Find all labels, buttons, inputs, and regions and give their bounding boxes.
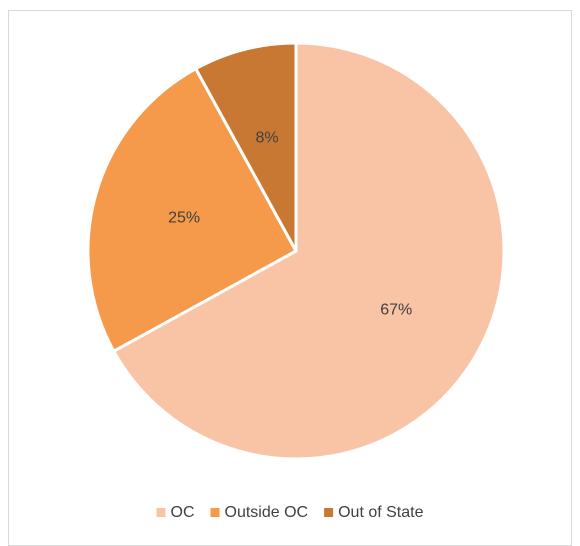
- legend: OC Outside OC Out of State: [156, 504, 424, 521]
- legend-swatch: [324, 508, 334, 517]
- legend-swatch: [210, 508, 220, 517]
- pie-slice: [194, 41, 298, 253]
- pie-slice: [86, 67, 298, 353]
- legend-label: OC: [171, 504, 195, 521]
- data-label: 8%: [255, 129, 278, 146]
- pie-slice: [112, 41, 506, 461]
- legend-label: Outside OC: [225, 504, 309, 521]
- data-label: 25%: [168, 210, 200, 227]
- data-label: 67%: [380, 302, 412, 319]
- legend-label: Out of State: [338, 504, 423, 521]
- legend-swatch: [156, 508, 166, 517]
